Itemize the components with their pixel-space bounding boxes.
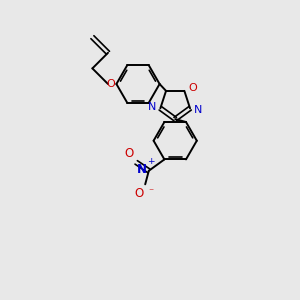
Text: O: O (124, 147, 134, 160)
Text: N: N (148, 102, 157, 112)
Text: O: O (106, 79, 116, 89)
Text: N: N (137, 163, 147, 176)
Text: O: O (188, 83, 197, 94)
Text: N: N (194, 105, 202, 115)
Text: +: + (147, 157, 154, 166)
Text: O: O (135, 187, 144, 200)
Text: ⁻: ⁻ (148, 187, 153, 197)
